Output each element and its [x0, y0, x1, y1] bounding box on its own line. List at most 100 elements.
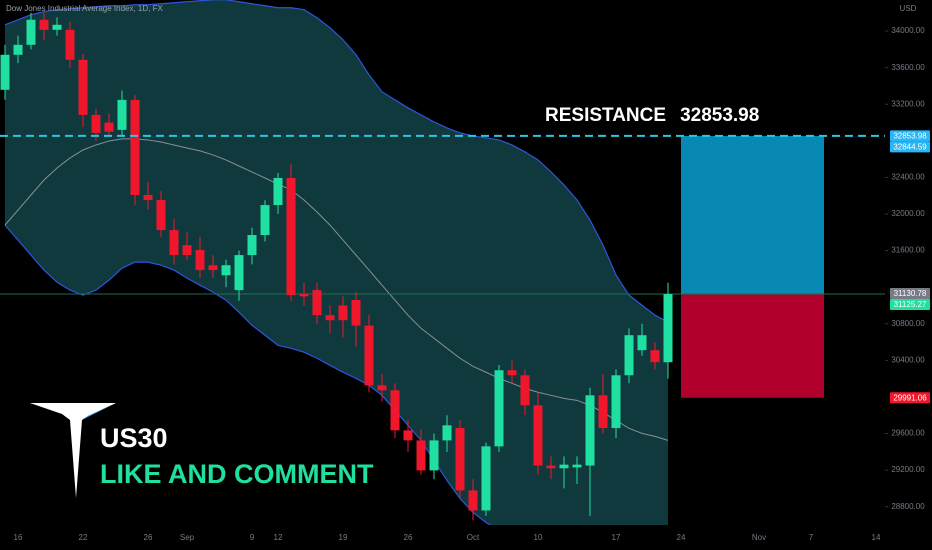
- price-label: 32853.98: [893, 132, 927, 141]
- candle-body: [650, 350, 660, 363]
- price-axis: [885, 0, 932, 550]
- y-tick-label: 33600.00: [891, 63, 925, 72]
- middle-band: [4, 138, 669, 441]
- candle-body: [403, 430, 413, 441]
- candle-body: [299, 293, 309, 297]
- price-label: 31125.27: [894, 300, 927, 309]
- x-tick-label: 10: [534, 533, 543, 542]
- plot-area: [0, 0, 885, 525]
- price-label: 29991.06: [893, 393, 927, 402]
- logo-shape: [30, 403, 116, 498]
- candle-body: [221, 265, 231, 276]
- y-tick-label: 32400.00: [891, 173, 925, 182]
- logo: [30, 403, 116, 498]
- x-tick-label: Nov: [752, 533, 766, 542]
- candle-body: [364, 325, 374, 386]
- price-label: 31130.78: [894, 289, 927, 298]
- candle-body: [117, 99, 127, 130]
- y-tick-label: 29600.00: [891, 429, 925, 438]
- candle-body: [39, 19, 49, 30]
- x-tick-label: 7: [809, 533, 814, 542]
- x-tick-label: 26: [404, 533, 413, 542]
- candle-body: [351, 300, 361, 326]
- y-tick-label: 30400.00: [891, 355, 925, 364]
- y-tick-label: 31600.00: [891, 246, 925, 255]
- candle-body: [52, 24, 62, 30]
- candle-body: [130, 99, 140, 195]
- x-tick-label: 17: [612, 533, 621, 542]
- candle-body: [208, 265, 218, 271]
- candle-body: [91, 114, 101, 133]
- candle-body: [325, 315, 335, 321]
- candle-body: [455, 428, 465, 491]
- candle-body: [494, 370, 504, 447]
- y-tick-label: 33200.00: [891, 99, 925, 108]
- candle-body: [663, 294, 673, 363]
- price-label-box: [890, 130, 930, 142]
- x-tick-label: 22: [79, 533, 88, 542]
- candle-body: [507, 370, 517, 376]
- resistance-label: RESISTANCE: [545, 105, 666, 126]
- time-axis: [0, 525, 932, 550]
- price-label: 32844.59: [893, 143, 927, 152]
- candle-body: [273, 177, 283, 206]
- currency: USD: [900, 4, 917, 13]
- resistance-value: 32853.98: [680, 105, 759, 126]
- price-label-box: [890, 299, 930, 311]
- candle-body: [637, 335, 647, 351]
- x-tick-label: 12: [274, 533, 283, 542]
- candle-body: [416, 440, 426, 471]
- candle-body: [104, 122, 114, 132]
- x-tick-label: 19: [339, 533, 348, 542]
- stop-zone: [681, 294, 824, 398]
- x-tick-label: Oct: [467, 533, 480, 542]
- y-tick-label: 28800.00: [891, 502, 925, 511]
- candle-body: [26, 19, 36, 45]
- candle-body: [546, 465, 556, 469]
- brand: US30: [100, 423, 168, 453]
- x-tick-label: 14: [872, 533, 881, 542]
- candle-body: [195, 250, 205, 271]
- candle-body: [182, 245, 192, 256]
- candle-body: [585, 395, 595, 466]
- candle-body: [442, 425, 452, 441]
- candle-body: [624, 335, 634, 376]
- candle-body: [169, 230, 179, 256]
- candle-body: [533, 405, 543, 466]
- x-tick-label: 24: [677, 533, 686, 542]
- candle-body: [234, 255, 244, 291]
- candle-body: [520, 375, 530, 406]
- candle-body: [559, 464, 569, 469]
- y-tick-label: 30800.00: [891, 319, 925, 328]
- y-tick-label: 29200.00: [891, 465, 925, 474]
- y-tick-label: 32000.00: [891, 209, 925, 218]
- candle-body: [611, 375, 621, 429]
- candle-body: [13, 44, 23, 55]
- price-label-box: [890, 141, 930, 153]
- resistance-text: RESISTANCE 32853.98: [545, 105, 759, 126]
- candle-body: [338, 305, 348, 321]
- x-tick-label: 9: [250, 533, 255, 542]
- candle-body: [156, 200, 166, 231]
- target-zone: [681, 135, 824, 295]
- candle-body: [390, 390, 400, 431]
- upper-band: [4, 0, 669, 323]
- candle-body: [377, 385, 387, 391]
- candle-body: [0, 54, 10, 90]
- x-tick-label: Sep: [180, 533, 195, 542]
- candle-body: [312, 290, 322, 316]
- candle-body: [65, 29, 75, 60]
- lower-band: [4, 224, 492, 525]
- candle-body: [468, 490, 478, 511]
- candle-body: [429, 440, 439, 471]
- y-tick-label: 34000.00: [891, 26, 925, 35]
- logo-accent: [82, 403, 116, 420]
- x-tick-label: 26: [144, 533, 153, 542]
- candle-body: [572, 464, 582, 468]
- candle-body: [286, 177, 296, 296]
- candle-body: [78, 59, 88, 115]
- candle-body: [598, 395, 608, 429]
- price-label-box: [890, 392, 930, 404]
- candle-body: [260, 205, 270, 236]
